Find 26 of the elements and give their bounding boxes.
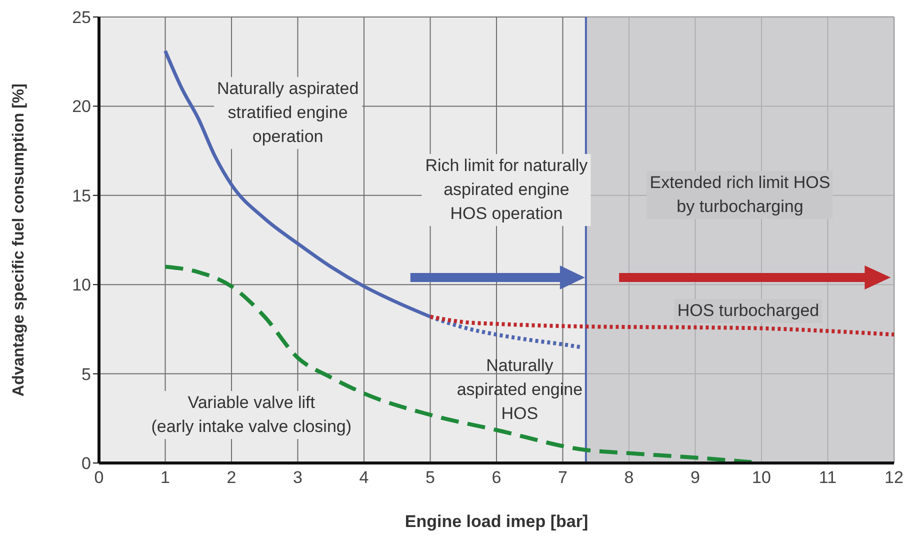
x-tick-label: 10 [752,468,771,488]
x-tick-label: 7 [558,468,568,488]
ref-line-label: Rich limit for naturally aspirated engine HOS operation [422,154,591,226]
y-tick-label: 5 [82,364,91,384]
series-label: Naturally aspirated stratified engine operation [214,77,362,150]
band-label: Extended rich limit HOS by turbocharging [646,171,834,220]
x-tick-label: 8 [624,468,634,488]
y-tick-label: 25 [72,8,91,28]
x-axis-title: Engine load imep [bar] [404,512,588,531]
y-tick-label: 15 [72,186,91,206]
x-tick-label: 12 [884,468,904,488]
y-tick-label: 20 [72,97,91,116]
series-label: HOS turbocharged [674,299,822,324]
y-tick-label: 0 [82,454,91,474]
x-tick-label: 0 [94,468,104,488]
x-tick-label: 11 [818,468,837,488]
x-tick-label: 1 [160,468,170,488]
x-tick-label: 6 [492,468,502,488]
x-tick-label: 9 [690,468,700,488]
x-tick-label: 5 [426,468,435,488]
y-axis-title: Advantage specific fuel consumption [%] [10,84,28,396]
x-tick-label: 3 [293,468,302,488]
x-tick-label: 2 [226,468,236,488]
x-tick-label: 4 [359,468,369,488]
y-tick-label: 10 [72,276,91,295]
series-label: Variable valve lift (early intake valve closing) [148,390,355,439]
